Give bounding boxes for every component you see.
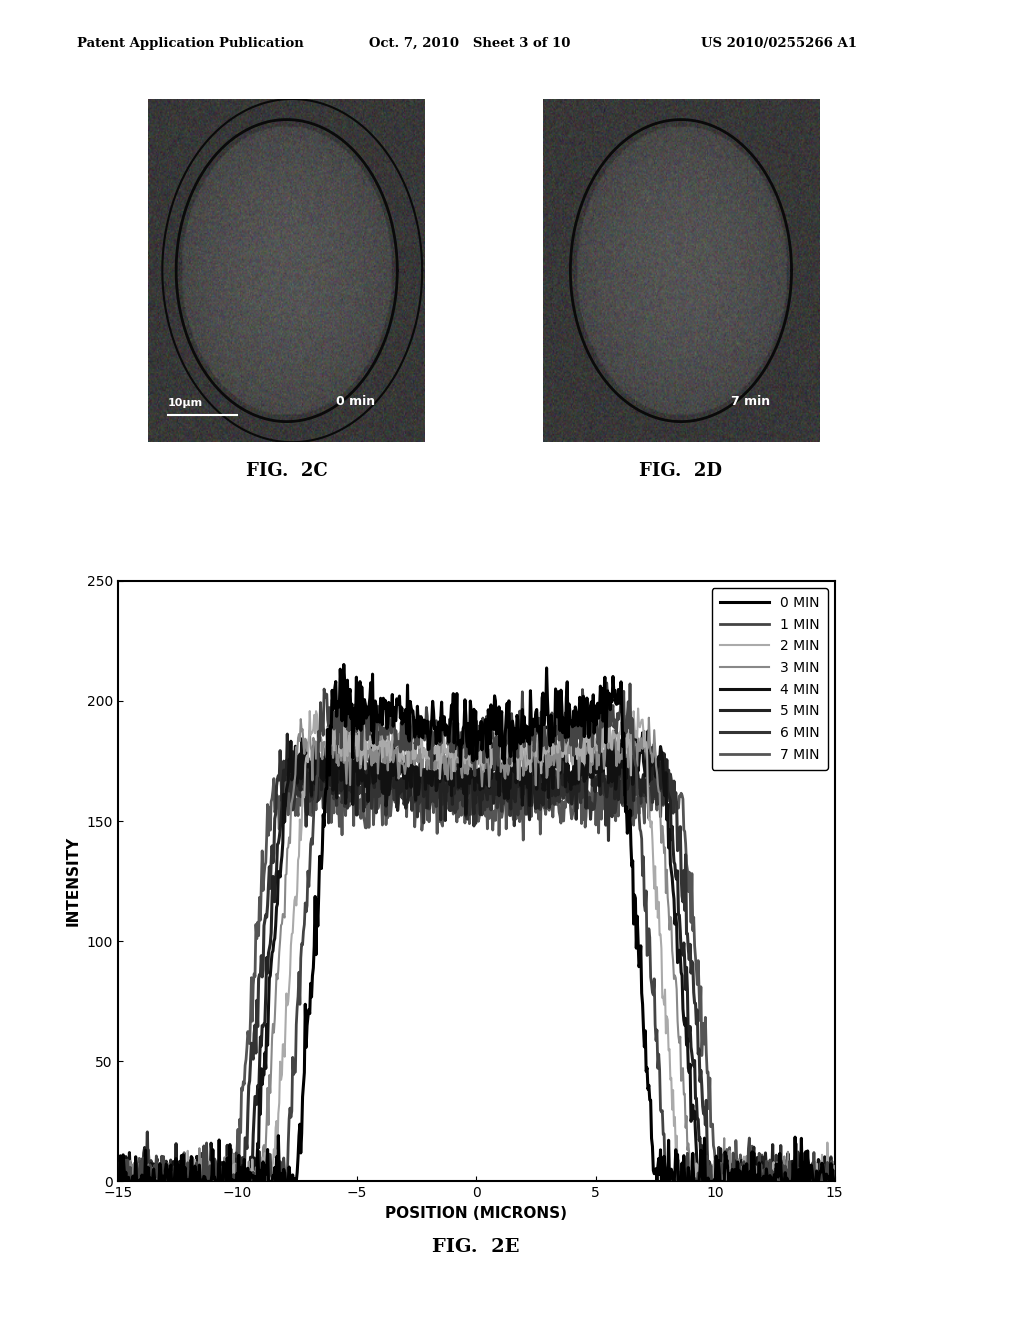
- 6 MIN: [657, 796, 670, 812]
- 2 MIN: [548, 746, 560, 762]
- 0 MIN: [731, 1173, 743, 1189]
- 1 MIN: [569, 702, 582, 718]
- 7 MIN: [157, 1173, 169, 1189]
- 5 MIN: [157, 1173, 169, 1189]
- 2 MIN: [730, 1173, 742, 1189]
- 1 MIN: [828, 1173, 841, 1189]
- 4 MIN: [731, 1173, 743, 1189]
- 0 MIN: [828, 1173, 841, 1189]
- 0 MIN: [657, 1173, 670, 1189]
- Line: 4 MIN: 4 MIN: [118, 725, 835, 1181]
- 4 MIN: [529, 754, 542, 770]
- 4 MIN: [549, 746, 561, 762]
- Y-axis label: INTENSITY: INTENSITY: [66, 836, 81, 927]
- 3 MIN: [548, 758, 560, 774]
- 3 MIN: [113, 1173, 125, 1189]
- 2 MIN: [569, 737, 582, 752]
- Text: 10μm: 10μm: [168, 397, 203, 408]
- 6 MIN: [569, 781, 582, 797]
- 6 MIN: [157, 1154, 169, 1170]
- Text: Patent Application Publication: Patent Application Publication: [77, 37, 303, 50]
- 1 MIN: [548, 717, 560, 733]
- X-axis label: POSITION (MICRONS): POSITION (MICRONS): [385, 1205, 567, 1221]
- 7 MIN: [570, 791, 583, 807]
- 6 MIN: [112, 1150, 124, 1166]
- 5 MIN: [828, 1159, 841, 1175]
- 7 MIN: [113, 1173, 125, 1189]
- 3 MIN: [643, 710, 655, 726]
- 3 MIN: [528, 754, 541, 770]
- Line: 7 MIN: 7 MIN: [118, 756, 835, 1181]
- 5 MIN: [529, 800, 542, 816]
- 3 MIN: [569, 746, 582, 762]
- 0 MIN: [338, 656, 350, 672]
- 4 MIN: [113, 1173, 125, 1189]
- 6 MIN: [731, 1173, 743, 1189]
- 7 MIN: [828, 1173, 841, 1189]
- 1 MIN: [157, 1156, 169, 1172]
- 7 MIN: [529, 804, 542, 820]
- Legend: 0 MIN, 1 MIN, 2 MIN, 3 MIN, 4 MIN, 5 MIN, 6 MIN, 7 MIN: 0 MIN, 1 MIN, 2 MIN, 3 MIN, 4 MIN, 5 MIN…: [712, 587, 827, 770]
- 2 MIN: [828, 1173, 841, 1189]
- 3 MIN: [657, 828, 670, 843]
- 7 MIN: [657, 797, 670, 813]
- 5 MIN: [549, 770, 561, 785]
- Text: Oct. 7, 2010   Sheet 3 of 10: Oct. 7, 2010 Sheet 3 of 10: [369, 37, 570, 50]
- 0 MIN: [112, 1166, 124, 1181]
- 0 MIN: [549, 727, 561, 743]
- Line: 3 MIN: 3 MIN: [118, 718, 835, 1181]
- 7 MIN: [112, 1152, 124, 1168]
- 4 MIN: [157, 1173, 169, 1189]
- 5 MIN: [570, 812, 583, 828]
- Line: 0 MIN: 0 MIN: [118, 664, 835, 1181]
- Text: US 2010/0255266 A1: US 2010/0255266 A1: [701, 37, 857, 50]
- 1 MIN: [112, 1166, 124, 1181]
- 0 MIN: [529, 705, 542, 721]
- 1 MIN: [657, 1126, 670, 1142]
- 5 MIN: [657, 754, 670, 770]
- 3 MIN: [157, 1173, 169, 1189]
- 4 MIN: [112, 1162, 124, 1177]
- 3 MIN: [828, 1172, 841, 1188]
- 5 MIN: [282, 726, 294, 742]
- 2 MIN: [528, 734, 541, 750]
- 2 MIN: [112, 1173, 124, 1189]
- 1 MIN: [113, 1173, 125, 1189]
- 7 MIN: [549, 795, 561, 810]
- 6 MIN: [548, 785, 560, 801]
- Line: 2 MIN: 2 MIN: [118, 706, 835, 1181]
- 1 MIN: [528, 733, 541, 748]
- 2 MIN: [156, 1173, 168, 1189]
- 6 MIN: [828, 1173, 841, 1189]
- 4 MIN: [354, 717, 367, 733]
- 0 MIN: [113, 1173, 125, 1189]
- 0 MIN: [570, 704, 583, 719]
- Text: 7 min: 7 min: [731, 395, 770, 408]
- 2 MIN: [656, 990, 669, 1006]
- 2 MIN: [357, 698, 370, 714]
- 0 MIN: [157, 1168, 169, 1184]
- 1 MIN: [600, 675, 612, 690]
- 6 MIN: [115, 1173, 127, 1189]
- 5 MIN: [731, 1168, 743, 1184]
- 4 MIN: [657, 764, 670, 780]
- Text: 0 min: 0 min: [337, 395, 376, 408]
- 3 MIN: [731, 1171, 743, 1187]
- Line: 6 MIN: 6 MIN: [118, 744, 835, 1181]
- Text: FIG.  2C: FIG. 2C: [246, 462, 328, 480]
- Line: 1 MIN: 1 MIN: [118, 682, 835, 1181]
- 5 MIN: [114, 1173, 126, 1189]
- 7 MIN: [731, 1152, 743, 1168]
- 4 MIN: [570, 752, 583, 768]
- 3 MIN: [112, 1170, 124, 1185]
- 5 MIN: [112, 1170, 124, 1185]
- 6 MIN: [593, 737, 605, 752]
- Text: FIG.  2E: FIG. 2E: [432, 1238, 520, 1257]
- 7 MIN: [367, 748, 379, 764]
- 4 MIN: [828, 1172, 841, 1188]
- Line: 5 MIN: 5 MIN: [118, 734, 835, 1181]
- 1 MIN: [731, 1173, 743, 1189]
- Text: FIG.  2D: FIG. 2D: [639, 462, 723, 480]
- 6 MIN: [528, 781, 541, 797]
